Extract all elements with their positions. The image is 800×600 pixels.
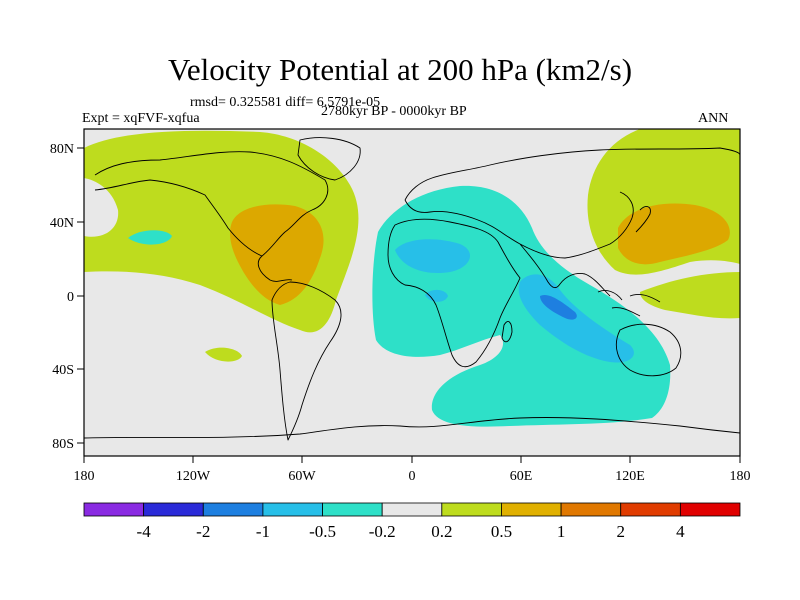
- x-tick-label-120e: 120E: [615, 469, 645, 484]
- colorbar-swatch: [262, 502, 323, 517]
- contour-atlantic-core: [230, 204, 324, 305]
- x-tick-label-180e: 180: [730, 469, 751, 484]
- colorbar-label: 0.5: [491, 522, 512, 541]
- x-tick-label-120w: 120W: [176, 469, 211, 484]
- season-label: ANN: [698, 111, 729, 126]
- coastline-north-america: [94, 151, 329, 282]
- x-tick-label-60e: 60E: [510, 469, 533, 484]
- coastline-africa: [387, 218, 521, 368]
- coastline-south-america: [271, 281, 342, 441]
- contour-pacific-band-positive: [640, 272, 740, 319]
- colorbar-label: -0.2: [369, 522, 396, 541]
- x-tick-label-60w: 60W: [288, 469, 316, 484]
- colorbar-label: -2: [196, 522, 210, 541]
- contour-indian-negative-core: [540, 294, 577, 320]
- colorbar: -4 -2 -1 -0.5 -0.2 0.2 0.5 1 2 4: [83, 502, 741, 541]
- colorbar-label: 0.2: [431, 522, 452, 541]
- colorbar-label: 2: [616, 522, 625, 541]
- y-tick-label-80s: 80S: [52, 437, 74, 452]
- period-label: 2780kyr BP - 0000kyr BP: [321, 104, 467, 119]
- stats-line: rmsd= 0.325581 diff= 6.5791e-05: [190, 95, 381, 110]
- colorbar-label: -0.5: [309, 522, 336, 541]
- coastline-australia: [616, 323, 682, 377]
- colorbar-label: -1: [256, 522, 270, 541]
- y-tick-label-80n: 80N: [50, 142, 74, 157]
- colorbar-swatch: [381, 502, 443, 517]
- coastline-greenland: [297, 137, 361, 181]
- axis-tick-marks: [77, 147, 741, 463]
- coastline-europe-asia: [404, 147, 740, 297]
- colorbar-swatch: [202, 502, 264, 517]
- colorbar-swatch: [620, 502, 681, 517]
- map-title: Velocity Potential at 200 hPa (km2/s): [167, 52, 633, 87]
- colorbar-swatch: [143, 502, 204, 517]
- colorbar-swatch: [679, 502, 741, 517]
- coastline-antarctica: [84, 417, 740, 439]
- colorbar-swatch: [441, 502, 502, 517]
- colorbar-label: -4: [137, 522, 152, 541]
- colorbar-swatch: [83, 502, 145, 517]
- x-tick-label-180w: 180: [74, 469, 95, 484]
- colorbar-label: 1: [557, 522, 566, 541]
- y-tick-label-40n: 40N: [50, 216, 74, 231]
- contour-nafrica-negative-mid: [395, 239, 471, 274]
- contour-eastasia-core: [618, 203, 730, 265]
- x-tick-label-0: 0: [409, 469, 416, 484]
- y-tick-label-0: 0: [67, 290, 74, 305]
- colorbar-swatch: [322, 502, 383, 517]
- coastline-madagascar: [501, 321, 513, 343]
- expt-label: Expt = xqFVF-xqfua: [82, 111, 200, 126]
- y-tick-label-40s: 40S: [52, 363, 74, 378]
- contour-sahara-negative-mid: [425, 289, 448, 302]
- colorbar-label: 4: [676, 522, 685, 541]
- colorbar-swatch: [560, 502, 622, 517]
- colorbar-swatch: [501, 502, 562, 517]
- coastline-japan: [635, 206, 651, 233]
- coastline-maritime-continent: [597, 289, 661, 317]
- contour-southpacific-positive: [205, 347, 242, 362]
- contour-pacific-negative: [128, 230, 172, 245]
